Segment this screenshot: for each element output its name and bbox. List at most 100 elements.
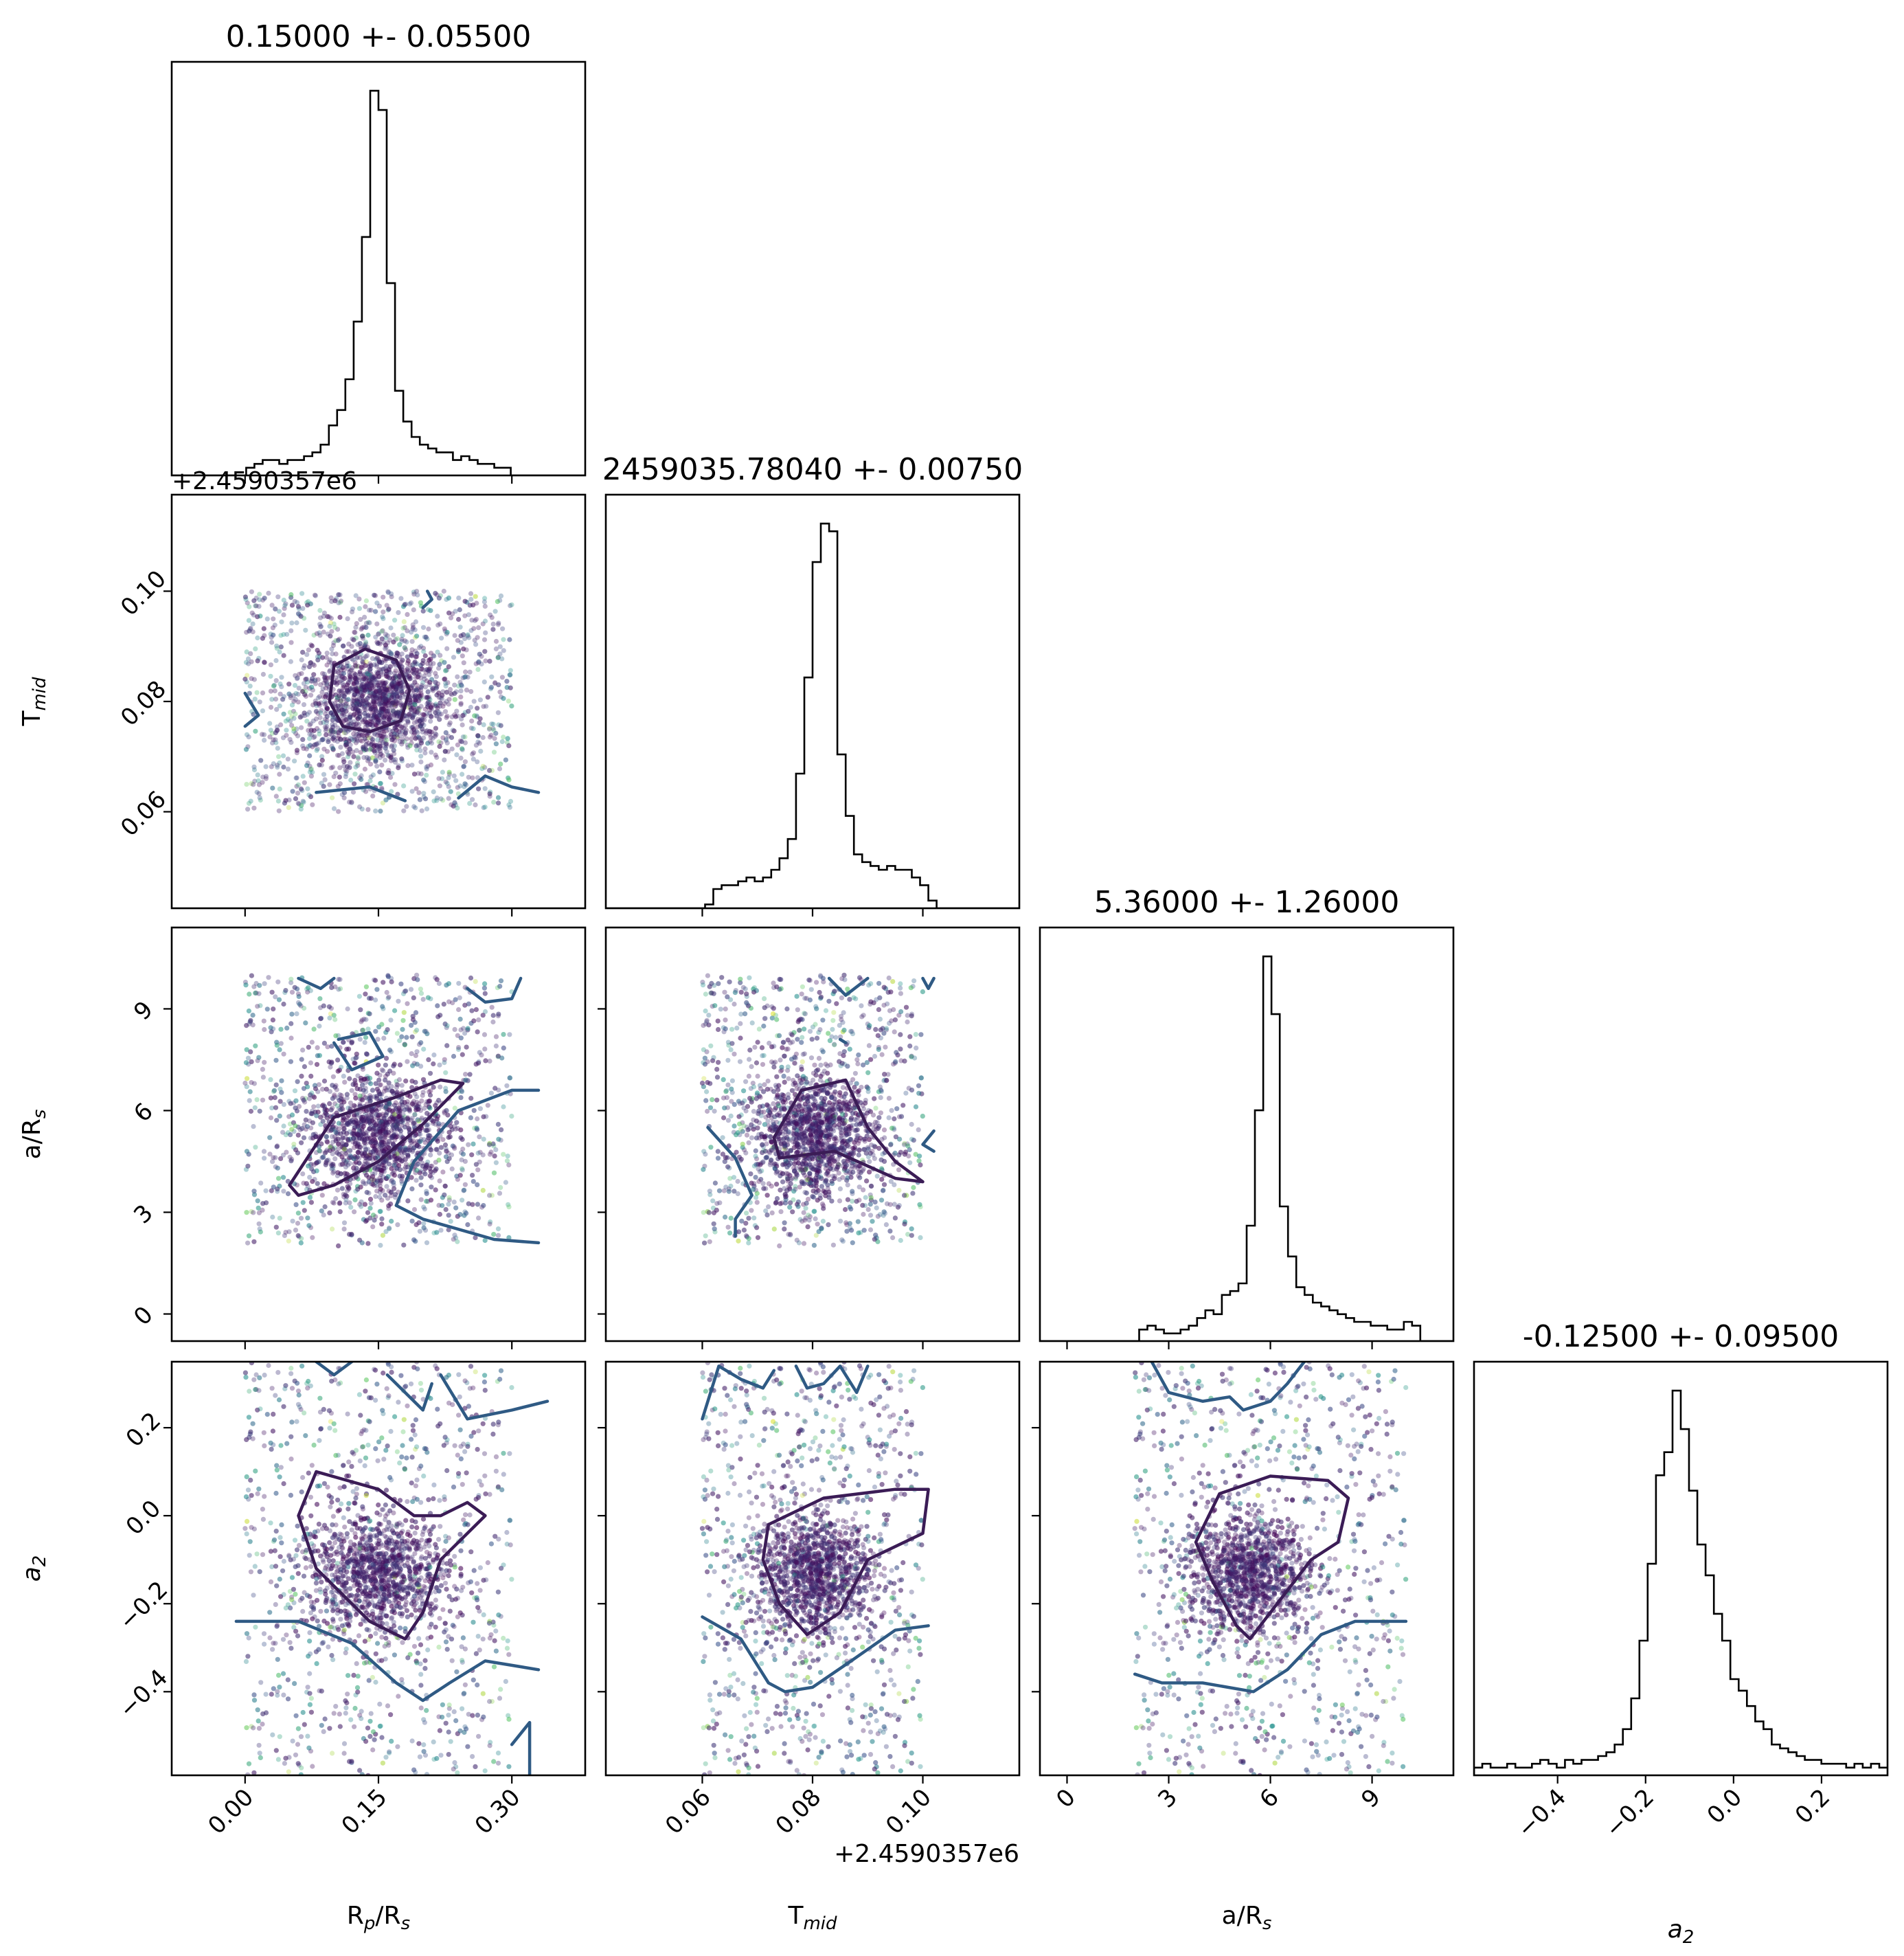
- scatter-point: [309, 676, 315, 682]
- scatter-point: [417, 743, 422, 749]
- scatter-point: [385, 607, 391, 613]
- scatter-point: [394, 693, 400, 698]
- scatter-point: [315, 677, 321, 682]
- scatter-point: [392, 700, 397, 706]
- scatter-point: [501, 637, 506, 642]
- scatter-point: [370, 772, 376, 778]
- scatter-point: [384, 664, 389, 669]
- scatter-point: [260, 780, 265, 785]
- scatter-point: [336, 670, 341, 675]
- scatter-point: [471, 626, 477, 631]
- scatter-point: [257, 1108, 262, 1114]
- scatter-point: [378, 737, 384, 743]
- scatter-point: [414, 667, 420, 673]
- scatter-point: [392, 712, 398, 718]
- scatter-point: [361, 698, 366, 704]
- scatter-point: [292, 683, 298, 688]
- scatter-point: [362, 1039, 367, 1045]
- scatter-point: [385, 633, 390, 638]
- scatter-point: [281, 653, 286, 658]
- scatter-point: [508, 668, 513, 673]
- scatter-point: [374, 732, 381, 738]
- scatter-point: [351, 681, 357, 686]
- scatter-point: [397, 642, 403, 647]
- scatter-point: [394, 694, 400, 699]
- panel-r1-c1: [604, 493, 1021, 917]
- scatter-point: [476, 625, 481, 631]
- scatter-point: [346, 1046, 352, 1052]
- scatter-point: [376, 685, 382, 691]
- scatter-point: [269, 603, 275, 608]
- scatter-point: [386, 686, 392, 693]
- scatter-point: [395, 689, 400, 695]
- scatter-point: [387, 637, 393, 643]
- scatter-point: [245, 673, 250, 678]
- scatter-point: [420, 657, 426, 663]
- scatter-point: [366, 672, 372, 677]
- scatter-point: [427, 697, 433, 702]
- scatter-point: [359, 807, 365, 812]
- scatter-point: [298, 786, 304, 791]
- scatter-point: [289, 723, 295, 728]
- scatter-point: [344, 697, 350, 704]
- scatter-point: [481, 599, 488, 605]
- scatter-point: [457, 738, 463, 744]
- scatter-point: [424, 710, 429, 716]
- scatter-point: [374, 695, 379, 701]
- scatter-point: [433, 591, 438, 596]
- scatter-point: [363, 746, 369, 752]
- scatter-point: [412, 701, 418, 708]
- scatter-point: [444, 1043, 450, 1048]
- scatter-point: [355, 699, 361, 705]
- scatter-point: [405, 667, 410, 673]
- scatter-point: [380, 706, 385, 712]
- scatter-point: [378, 1082, 383, 1088]
- scatter-point: [427, 1092, 433, 1098]
- scatter-point: [414, 1094, 420, 1099]
- scatter-point: [350, 636, 355, 642]
- scatter-point: [489, 721, 495, 727]
- scatter-point: [396, 710, 401, 715]
- scatter-point: [275, 1165, 280, 1171]
- scatter-point: [359, 703, 365, 708]
- scatter-point: [332, 679, 338, 685]
- scatter-point: [475, 759, 480, 765]
- scatter-point: [426, 694, 432, 699]
- scatter-point: [343, 742, 348, 747]
- scatter-point: [395, 685, 401, 691]
- scatter-point: [381, 681, 386, 686]
- scatter-point: [370, 705, 376, 710]
- scatter-point: [341, 795, 347, 800]
- scatter-point: [338, 737, 343, 742]
- scatter-point: [287, 737, 293, 742]
- scatter-point: [453, 714, 459, 719]
- scatter-point: [357, 711, 363, 717]
- scatter-point: [373, 722, 378, 728]
- scatter-point: [424, 695, 430, 700]
- scatter-point: [257, 699, 262, 705]
- scatter-point: [389, 681, 395, 686]
- scatter-point: [337, 614, 343, 620]
- scatter-point: [324, 681, 330, 687]
- scatter-point: [374, 600, 380, 606]
- scatter-point: [244, 732, 250, 737]
- scatter-point: [459, 739, 464, 744]
- scatter-point: [330, 724, 336, 730]
- scatter-point: [304, 676, 309, 682]
- scatter-point: [410, 662, 416, 668]
- scatter-point: [396, 673, 402, 679]
- scatter-point: [440, 704, 446, 709]
- scatter-point: [273, 737, 278, 743]
- scatter-point: [453, 689, 459, 695]
- scatter-point: [329, 743, 335, 749]
- scatter-point: [374, 716, 379, 722]
- scatter-point: [359, 690, 364, 695]
- scatter-point: [365, 687, 370, 693]
- scatter-point: [458, 755, 464, 761]
- scatter-point: [317, 762, 322, 767]
- scatter-point: [418, 716, 424, 721]
- scatter-point: [385, 589, 392, 596]
- scatter-point: [446, 999, 452, 1004]
- scatter-point: [249, 589, 254, 594]
- scatter-point: [345, 728, 351, 734]
